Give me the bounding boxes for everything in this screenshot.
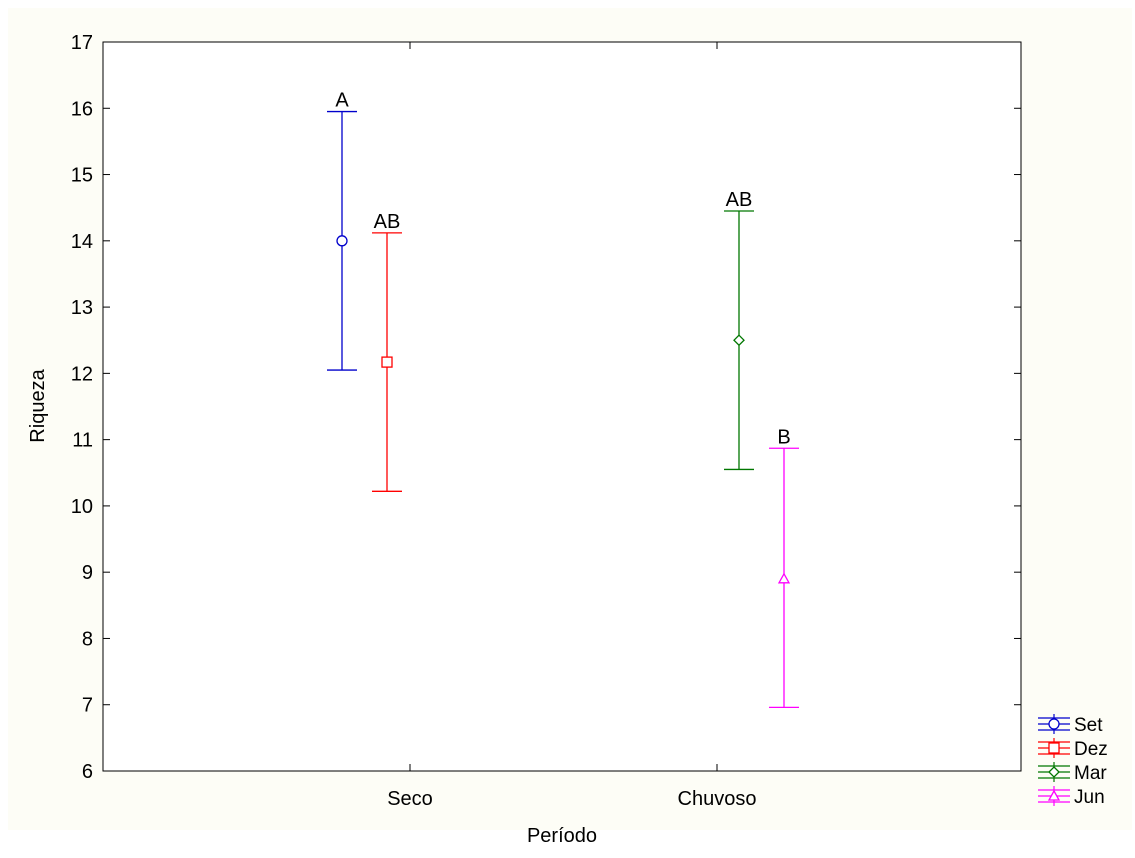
x-axis-label: Período — [527, 825, 597, 847]
series-set: A — [327, 90, 357, 371]
y-tick-label: 13 — [71, 297, 93, 319]
legend-item-mar: Mar — [1038, 762, 1107, 784]
y-tick-label: 11 — [72, 430, 93, 452]
triangle-marker — [1047, 789, 1061, 801]
y-axis-label: Riqueza — [27, 368, 49, 442]
y-tick-label: 12 — [71, 363, 93, 385]
legend-item-dez: Dez — [1038, 738, 1108, 760]
group-letter-label: AB — [726, 189, 753, 211]
y-tick-label: 15 — [71, 165, 93, 187]
diamond-marker — [733, 334, 745, 347]
y-tick-label: 7 — [82, 695, 93, 717]
square-marker — [381, 356, 393, 368]
series-group: A AB AB B — [327, 90, 799, 709]
y-tick-label: 6 — [82, 761, 93, 783]
y-tick-label: 10 — [71, 496, 93, 518]
diamond-marker — [1048, 766, 1060, 778]
circle-marker — [336, 235, 348, 247]
legend-label: Dez — [1074, 739, 1108, 760]
series-jun: B — [769, 426, 799, 709]
legend-item-jun: Jun — [1038, 786, 1105, 808]
group-letter-label: A — [335, 90, 349, 112]
y-axis: 6 7 8 9 10 11 12 13 14 15 16 17 — [71, 32, 1021, 783]
legend-label: Set — [1074, 715, 1103, 736]
series-mar: AB — [724, 189, 754, 471]
y-tick-label: 9 — [82, 562, 93, 584]
square-marker — [1048, 742, 1060, 754]
series-dez: AB — [372, 211, 402, 492]
y-tick-label: 14 — [71, 231, 93, 253]
circle-marker — [1048, 718, 1060, 730]
group-letter-label: AB — [374, 211, 401, 233]
legend-item-set: Set — [1038, 714, 1103, 736]
x-tick-label: Seco — [387, 788, 433, 810]
legend: Set Dez Mar Jun — [1038, 714, 1108, 808]
y-tick-label: 17 — [71, 32, 93, 54]
plot-area — [102, 41, 1022, 772]
legend-label: Jun — [1074, 787, 1105, 808]
group-letter-label: B — [777, 426, 790, 448]
y-tick-label: 8 — [82, 628, 93, 650]
legend-label: Mar — [1074, 763, 1107, 784]
x-axis: Seco Chuvoso — [387, 42, 756, 810]
x-tick-label: Chuvoso — [678, 788, 757, 810]
y-tick-label: 16 — [71, 98, 93, 120]
triangle-marker — [777, 572, 791, 584]
